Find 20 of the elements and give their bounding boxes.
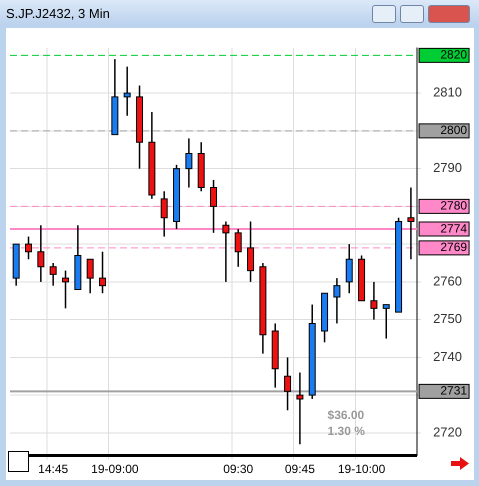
annotation: 1.30 % [328, 424, 366, 438]
annotation: $36.00 [328, 408, 365, 422]
ref-line-label: 2774 [440, 221, 468, 236]
ref-line-label: 2820 [440, 48, 468, 62]
y-tick-label: 2810 [433, 84, 462, 100]
x-tick-label: 09:30 [223, 462, 254, 476]
chart-title: S.JP.J2432, 3 Min [6, 6, 110, 21]
y-tick-label: 2790 [433, 160, 462, 176]
ref-line-label: 2731 [440, 384, 468, 398]
ref-line-label: 2769 [440, 240, 468, 254]
y-tick-label: 2760 [433, 273, 462, 288]
ref-line-label: 2780 [440, 198, 468, 213]
y-tick-label: 2740 [433, 349, 462, 364]
x-tick-label: 09:45 [284, 462, 316, 476]
y-tick-label: 2750 [433, 311, 462, 326]
x-tick-label: 14:45 [38, 462, 69, 476]
x-tick-label: 19-09:00 [91, 462, 139, 476]
y-tick-label: 2720 [433, 424, 462, 440]
ref-line-label: 2800 [440, 123, 468, 138]
x-tick-label: 19-10:00 [338, 462, 386, 476]
